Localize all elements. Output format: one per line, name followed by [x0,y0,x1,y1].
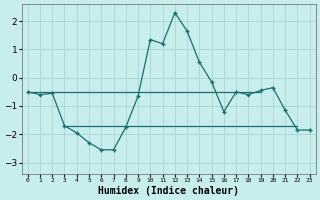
X-axis label: Humidex (Indice chaleur): Humidex (Indice chaleur) [98,186,239,196]
